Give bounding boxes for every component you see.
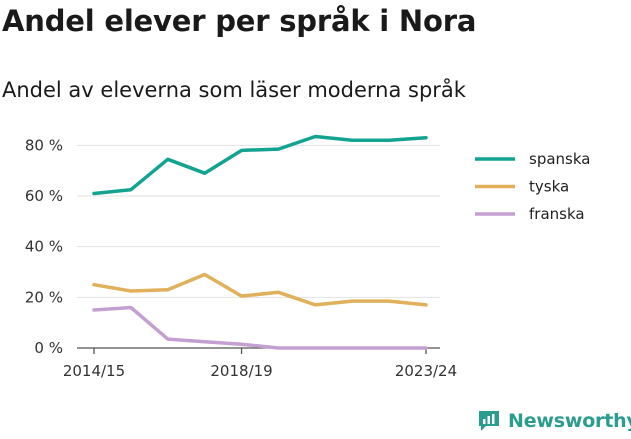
y-tick-label: 60 % [25, 187, 63, 205]
series-lines [92, 134, 428, 350]
legend-label-franska: franska [529, 205, 585, 223]
y-tick-label: 20 % [25, 288, 63, 306]
y-tick-label: 0 % [34, 339, 63, 357]
x-tick-label: 2018/19 [210, 362, 272, 380]
x-tick-label: 2014/15 [63, 362, 125, 380]
brand-name: Newsworthy [508, 410, 631, 432]
chart-subtitle: Andel av eleverna som läser moderna språ… [2, 78, 466, 102]
legend: spanska tyska franska [475, 150, 590, 223]
y-axis: 0 % 20 % 40 % 60 % 80 % [25, 136, 63, 357]
y-tick-label: 80 % [25, 136, 63, 154]
x-axis: 2014/15 2018/19 2023/24 [63, 348, 457, 380]
series-line-spanska [92, 134, 428, 196]
series-line-tyska [92, 272, 428, 307]
legend-label-spanska: spanska [529, 150, 590, 168]
x-tick-label: 2023/24 [395, 362, 457, 380]
newsworthy-logo-icon [479, 411, 499, 431]
chart-title: Andel elever per språk i Nora [2, 4, 477, 38]
series-line-franska [92, 305, 428, 350]
legend-label-tyska: tyska [529, 178, 569, 196]
newsworthy-brand: Newsworthy [476, 408, 631, 434]
y-tick-label: 40 % [25, 238, 63, 256]
gridlines [77, 144, 440, 349]
